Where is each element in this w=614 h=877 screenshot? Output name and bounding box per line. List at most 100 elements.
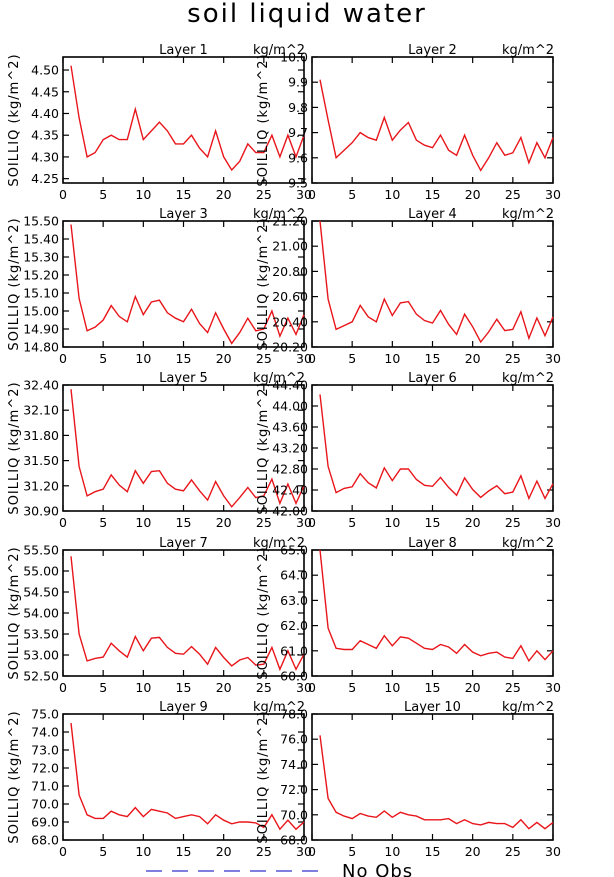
- y-tick-label: 4.40: [31, 106, 59, 121]
- y-tick-label: 9.8: [288, 100, 308, 115]
- y-tick-label: 54.50: [23, 585, 59, 600]
- x-tick-label: 0: [308, 351, 316, 366]
- x-tick-label: 15: [176, 515, 192, 530]
- y-tick-label: 15.10: [23, 286, 59, 301]
- y-tick-label: 44.40: [272, 378, 308, 393]
- y-tick-label: 42.40: [272, 483, 308, 498]
- x-tick-label: 5: [348, 515, 356, 530]
- x-tick-label: 25: [256, 680, 272, 695]
- y-tick-label: 30.90: [23, 504, 59, 519]
- series-line-layer-4: [319, 220, 554, 344]
- plot-frame: [311, 713, 554, 841]
- x-tick-label: 5: [99, 351, 107, 366]
- y-tick-label: 4.50: [31, 63, 59, 78]
- y-tick-label: 15.30: [23, 250, 59, 265]
- y-tick-label: 73.0: [31, 743, 59, 758]
- legend: No Obs: [146, 861, 413, 877]
- x-tick-label: 25: [505, 187, 521, 202]
- x-tick-label: 10: [135, 351, 151, 366]
- y-tick-label: 60.0: [280, 669, 308, 684]
- y-tick-label: 76.0: [280, 732, 308, 747]
- y-tick-label: 4.30: [31, 149, 59, 164]
- x-tick-label: 0: [308, 515, 316, 530]
- y-axis-label: SOILLIQ (kg/m^2): [7, 53, 22, 186]
- x-tick-label: 0: [308, 187, 316, 202]
- y-tick-label: 32.10: [23, 403, 59, 418]
- panel-unit-label: kg/m^2: [253, 700, 305, 715]
- x-tick-label: 15: [425, 187, 441, 202]
- panel-unit-label: kg/m^2: [502, 43, 554, 58]
- x-tick-label: 30: [545, 515, 561, 530]
- y-tick-label: 15.50: [23, 214, 59, 229]
- panel-title: Layer 5: [159, 371, 208, 386]
- y-tick-label: 44.00: [272, 399, 308, 414]
- y-tick-label: 42.80: [272, 462, 308, 477]
- x-tick-label: 20: [216, 187, 232, 202]
- y-tick-label: 70.0: [280, 807, 308, 822]
- x-tick-label: 15: [176, 844, 192, 859]
- x-tick-label: 5: [348, 187, 356, 202]
- x-tick-label: 20: [216, 680, 232, 695]
- y-tick-label: 21.00: [272, 239, 308, 254]
- x-tick-label: 15: [176, 351, 192, 366]
- y-tick-label: 62.0: [280, 618, 308, 633]
- x-tick-label: 20: [465, 844, 481, 859]
- series-line-layer-9: [70, 722, 305, 831]
- y-tick-label: 43.60: [272, 420, 308, 435]
- y-tick-label: 55.50: [23, 543, 59, 558]
- x-tick-label: 0: [308, 844, 316, 859]
- panel-title: Layer 1: [159, 43, 208, 58]
- x-tick-label: 30: [545, 680, 561, 695]
- x-tick-label: 20: [465, 680, 481, 695]
- y-tick-label: 68.0: [280, 833, 308, 848]
- y-tick-label: 53.50: [23, 627, 59, 642]
- y-tick-label: 15.20: [23, 268, 59, 283]
- series-line-layer-2: [319, 79, 554, 172]
- x-tick-label: 5: [348, 680, 356, 695]
- y-axis-label: SOILLIQ (kg/m^2): [256, 217, 271, 350]
- x-tick-label: 5: [348, 351, 356, 366]
- panel-title: Layer 3: [159, 207, 208, 222]
- series-line-layer-8: [319, 549, 554, 663]
- y-axis-label: SOILLIQ (kg/m^2): [256, 710, 271, 843]
- plot-frame: [311, 384, 554, 512]
- series-line-layer-7: [70, 556, 305, 672]
- y-tick-label: 42.00: [272, 504, 308, 519]
- x-tick-label: 0: [308, 680, 316, 695]
- x-tick-label: 30: [296, 844, 312, 859]
- plot-frame: [311, 220, 554, 348]
- y-tick-label: 69.0: [31, 815, 59, 830]
- x-tick-label: 25: [505, 680, 521, 695]
- legend-label-no-obs: No Obs: [342, 861, 413, 877]
- x-tick-label: 10: [384, 515, 400, 530]
- x-tick-label: 0: [59, 351, 67, 366]
- series-line-layer-5: [70, 389, 305, 508]
- series-line-layer-1: [70, 65, 305, 172]
- x-tick-label: 25: [256, 844, 272, 859]
- y-axis-label: SOILLIQ (kg/m^2): [256, 53, 271, 186]
- x-tick-label: 5: [99, 187, 107, 202]
- x-tick-label: 0: [59, 187, 67, 202]
- panel-title: Layer 10: [404, 700, 461, 715]
- y-tick-label: 65.0: [280, 543, 308, 558]
- y-tick-label: 72.0: [31, 761, 59, 776]
- x-tick-label: 10: [384, 351, 400, 366]
- y-axis-label: SOILLIQ (kg/m^2): [7, 710, 22, 843]
- panel-title: Layer 9: [159, 700, 208, 715]
- x-tick-label: 25: [256, 515, 272, 530]
- y-tick-label: 20.20: [272, 340, 308, 355]
- panel-title: Layer 2: [408, 43, 457, 58]
- x-tick-label: 10: [384, 844, 400, 859]
- y-tick-label: 32.40: [23, 378, 59, 393]
- y-tick-label: 9.7: [288, 125, 308, 140]
- x-tick-label: 10: [135, 844, 151, 859]
- y-tick-label: 63.0: [280, 593, 308, 608]
- x-tick-label: 30: [545, 351, 561, 366]
- y-tick-label: 31.20: [23, 478, 59, 493]
- y-tick-label: 72.0: [280, 782, 308, 797]
- y-tick-label: 68.0: [31, 833, 59, 848]
